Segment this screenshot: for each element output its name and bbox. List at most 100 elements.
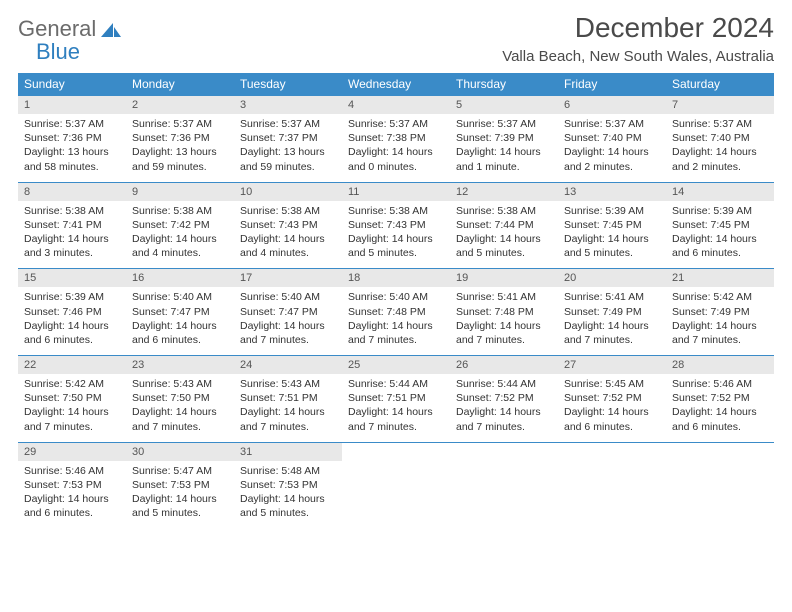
sunset-text: Sunset: 7:39 PM [456, 131, 552, 145]
sunrise-text: Sunrise: 5:37 AM [672, 117, 768, 131]
sunrise-text: Sunrise: 5:40 AM [240, 290, 336, 304]
day-cell: Sunrise: 5:44 AMSunset: 7:51 PMDaylight:… [342, 374, 450, 442]
sunset-text: Sunset: 7:44 PM [456, 218, 552, 232]
sunset-text: Sunset: 7:50 PM [24, 391, 120, 405]
sunset-text: Sunset: 7:40 PM [672, 131, 768, 145]
day-number [450, 442, 558, 461]
day-cell: Sunrise: 5:40 AMSunset: 7:47 PMDaylight:… [234, 287, 342, 355]
day-cell: Sunrise: 5:46 AMSunset: 7:53 PMDaylight:… [18, 461, 126, 529]
day-cell: Sunrise: 5:39 AMSunset: 7:46 PMDaylight:… [18, 287, 126, 355]
sunrise-text: Sunrise: 5:47 AM [132, 464, 228, 478]
daylight-text: Daylight: 14 hours and 7 minutes. [240, 405, 336, 433]
day-number: 2 [126, 96, 234, 115]
daylight-text: Daylight: 14 hours and 7 minutes. [240, 319, 336, 347]
day-number [342, 442, 450, 461]
day-number: 7 [666, 96, 774, 115]
daylight-text: Daylight: 14 hours and 7 minutes. [564, 319, 660, 347]
day-cell: Sunrise: 5:42 AMSunset: 7:49 PMDaylight:… [666, 287, 774, 355]
week-body-row: Sunrise: 5:37 AMSunset: 7:36 PMDaylight:… [18, 114, 774, 182]
sunrise-text: Sunrise: 5:46 AM [24, 464, 120, 478]
daylight-text: Daylight: 14 hours and 5 minutes. [456, 232, 552, 260]
day-cell: Sunrise: 5:37 AMSunset: 7:36 PMDaylight:… [126, 114, 234, 182]
day-cell [666, 461, 774, 529]
daylight-text: Daylight: 14 hours and 6 minutes. [132, 319, 228, 347]
day-number [666, 442, 774, 461]
daylight-text: Daylight: 14 hours and 4 minutes. [132, 232, 228, 260]
logo-blue: Blue [36, 39, 80, 64]
daylight-text: Daylight: 14 hours and 5 minutes. [240, 492, 336, 520]
sunset-text: Sunset: 7:40 PM [564, 131, 660, 145]
sunset-text: Sunset: 7:51 PM [348, 391, 444, 405]
sunrise-text: Sunrise: 5:38 AM [348, 204, 444, 218]
week-number-row: 1234567 [18, 96, 774, 115]
day-header: Saturday [666, 73, 774, 96]
daylight-text: Daylight: 14 hours and 7 minutes. [24, 405, 120, 433]
day-cell: Sunrise: 5:44 AMSunset: 7:52 PMDaylight:… [450, 374, 558, 442]
sunrise-text: Sunrise: 5:39 AM [564, 204, 660, 218]
sunset-text: Sunset: 7:45 PM [672, 218, 768, 232]
day-number: 9 [126, 182, 234, 201]
daylight-text: Daylight: 14 hours and 5 minutes. [564, 232, 660, 260]
day-cell: Sunrise: 5:37 AMSunset: 7:40 PMDaylight:… [666, 114, 774, 182]
sunrise-text: Sunrise: 5:42 AM [672, 290, 768, 304]
sunset-text: Sunset: 7:36 PM [132, 131, 228, 145]
sunset-text: Sunset: 7:48 PM [348, 305, 444, 319]
location-label: Valla Beach, New South Wales, Australia [502, 48, 774, 65]
day-number: 4 [342, 96, 450, 115]
day-cell: Sunrise: 5:39 AMSunset: 7:45 PMDaylight:… [558, 201, 666, 269]
daylight-text: Daylight: 14 hours and 1 minute. [456, 145, 552, 173]
sunset-text: Sunset: 7:51 PM [240, 391, 336, 405]
day-cell: Sunrise: 5:48 AMSunset: 7:53 PMDaylight:… [234, 461, 342, 529]
sunset-text: Sunset: 7:49 PM [672, 305, 768, 319]
sunrise-text: Sunrise: 5:43 AM [240, 377, 336, 391]
day-number: 24 [234, 356, 342, 375]
sunrise-text: Sunrise: 5:43 AM [132, 377, 228, 391]
sunset-text: Sunset: 7:53 PM [132, 478, 228, 492]
header: General Blue December 2024 Valla Beach, … [18, 12, 774, 65]
week-number-row: 293031 [18, 442, 774, 461]
day-number: 29 [18, 442, 126, 461]
daylight-text: Daylight: 14 hours and 7 minutes. [348, 319, 444, 347]
day-cell [558, 461, 666, 529]
title-block: December 2024 Valla Beach, New South Wal… [502, 12, 774, 65]
sunset-text: Sunset: 7:53 PM [240, 478, 336, 492]
sunset-text: Sunset: 7:45 PM [564, 218, 660, 232]
sunrise-text: Sunrise: 5:46 AM [672, 377, 768, 391]
sunrise-text: Sunrise: 5:39 AM [24, 290, 120, 304]
daylight-text: Daylight: 14 hours and 6 minutes. [672, 232, 768, 260]
day-cell: Sunrise: 5:37 AMSunset: 7:37 PMDaylight:… [234, 114, 342, 182]
day-cell: Sunrise: 5:38 AMSunset: 7:43 PMDaylight:… [234, 201, 342, 269]
daylight-text: Daylight: 14 hours and 5 minutes. [348, 232, 444, 260]
week-body-row: Sunrise: 5:39 AMSunset: 7:46 PMDaylight:… [18, 287, 774, 355]
day-number: 3 [234, 96, 342, 115]
sunrise-text: Sunrise: 5:37 AM [456, 117, 552, 131]
sunset-text: Sunset: 7:43 PM [240, 218, 336, 232]
day-cell [342, 461, 450, 529]
logo-sail-icon [101, 23, 121, 37]
day-number: 14 [666, 182, 774, 201]
sunrise-text: Sunrise: 5:40 AM [132, 290, 228, 304]
day-number: 1 [18, 96, 126, 115]
day-cell: Sunrise: 5:40 AMSunset: 7:48 PMDaylight:… [342, 287, 450, 355]
sunrise-text: Sunrise: 5:48 AM [240, 464, 336, 478]
day-cell: Sunrise: 5:43 AMSunset: 7:51 PMDaylight:… [234, 374, 342, 442]
sunset-text: Sunset: 7:52 PM [456, 391, 552, 405]
daylight-text: Daylight: 14 hours and 2 minutes. [564, 145, 660, 173]
daylight-text: Daylight: 13 hours and 58 minutes. [24, 145, 120, 173]
sunset-text: Sunset: 7:37 PM [240, 131, 336, 145]
day-number: 26 [450, 356, 558, 375]
week-body-row: Sunrise: 5:46 AMSunset: 7:53 PMDaylight:… [18, 461, 774, 529]
sunset-text: Sunset: 7:52 PM [672, 391, 768, 405]
sunset-text: Sunset: 7:42 PM [132, 218, 228, 232]
week-number-row: 15161718192021 [18, 269, 774, 288]
sunrise-text: Sunrise: 5:38 AM [240, 204, 336, 218]
daylight-text: Daylight: 14 hours and 7 minutes. [456, 319, 552, 347]
sunrise-text: Sunrise: 5:37 AM [132, 117, 228, 131]
sunset-text: Sunset: 7:48 PM [456, 305, 552, 319]
day-cell: Sunrise: 5:47 AMSunset: 7:53 PMDaylight:… [126, 461, 234, 529]
day-number: 11 [342, 182, 450, 201]
day-header: Wednesday [342, 73, 450, 96]
daylight-text: Daylight: 14 hours and 7 minutes. [672, 319, 768, 347]
daylight-text: Daylight: 14 hours and 4 minutes. [240, 232, 336, 260]
day-header: Monday [126, 73, 234, 96]
